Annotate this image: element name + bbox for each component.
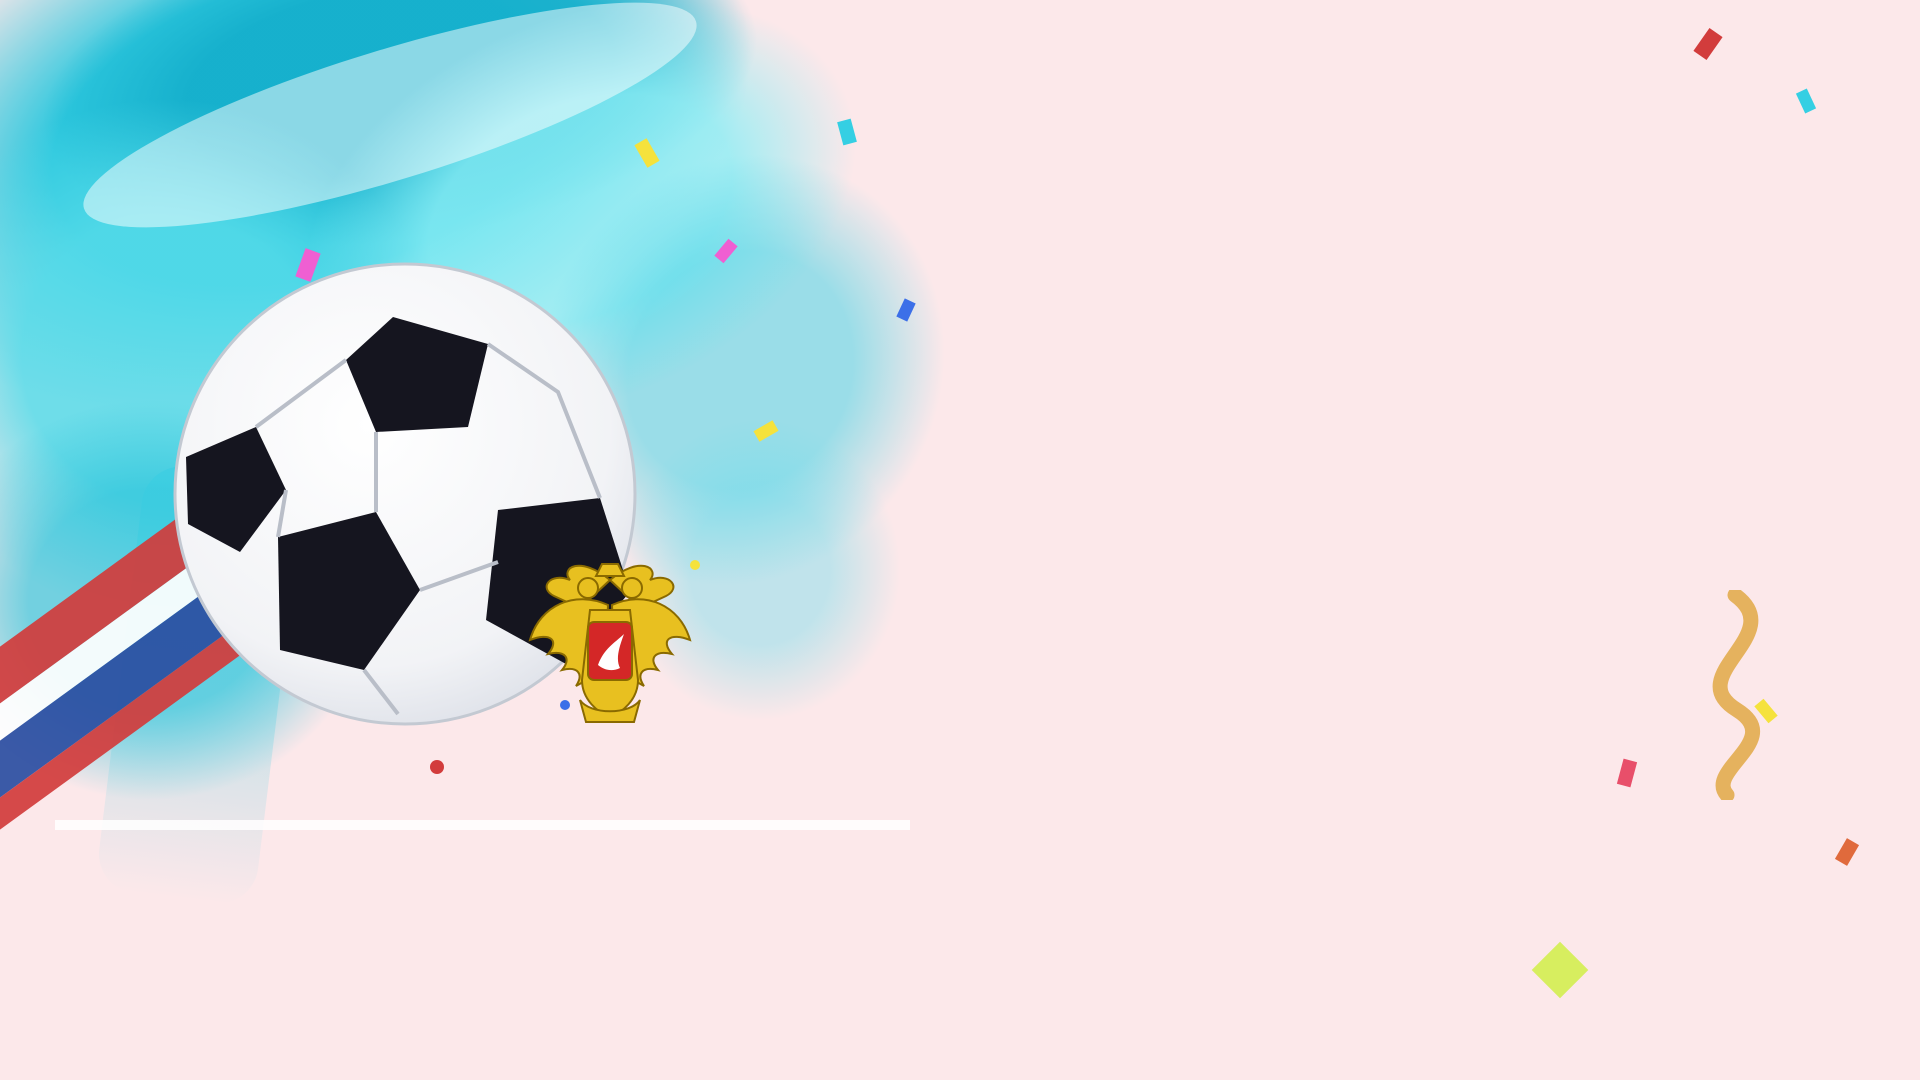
ribbon: [0, 515, 310, 905]
soccer-ball: [168, 262, 643, 727]
confetti: [714, 238, 738, 264]
confetti: [753, 420, 779, 442]
paint-splash: [64, 0, 716, 271]
confetti: [1616, 758, 1638, 788]
confetti: [560, 700, 570, 710]
confetti: [1834, 838, 1860, 866]
divider-strip: [55, 820, 910, 830]
confetti: [896, 298, 916, 322]
confetti: [430, 760, 444, 774]
confetti: [1754, 698, 1778, 724]
paint-splash: [460, 81, 1020, 659]
paint-splash: [620, 420, 900, 720]
confetti: [837, 118, 857, 146]
confetti: [295, 248, 321, 282]
confetti: [1795, 88, 1817, 114]
paint-splash: [0, 0, 812, 504]
confetti: [1693, 27, 1723, 61]
paint-splash: [0, 29, 508, 691]
paint-splash: [0, 400, 370, 800]
confetti: [634, 138, 660, 168]
gold-swirl: [1712, 590, 1760, 800]
confetti: [1531, 941, 1589, 999]
paint-splash: [237, 0, 923, 502]
russia-eagle-emblem: [520, 550, 700, 735]
confetti: [690, 560, 700, 570]
paint-splash: [21, 0, 779, 289]
paint-splash: [94, 461, 306, 909]
